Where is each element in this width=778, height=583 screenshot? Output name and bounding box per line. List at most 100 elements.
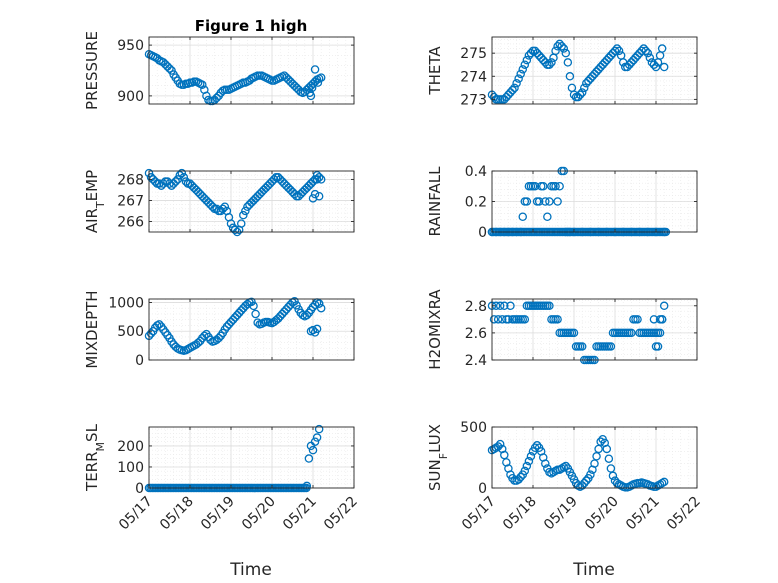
series-theta (487, 39, 669, 104)
y-axis-label: SUNFLUX (426, 424, 450, 491)
data-point (557, 41, 566, 51)
data-point (306, 91, 316, 101)
y-tick-label: 1000 (108, 295, 144, 311)
subplot-theta: 273 274 275 THETA (426, 36, 698, 108)
data-point (307, 83, 317, 93)
data-point (310, 65, 320, 74)
y-tick-label: 100 (117, 460, 144, 476)
data-point (200, 331, 209, 341)
data-point (627, 328, 636, 338)
data-point (524, 456, 534, 466)
data-point (506, 301, 515, 311)
data-point (512, 78, 521, 88)
x-axis-label-left: Time (229, 560, 272, 580)
data-point (508, 473, 517, 483)
data-point (290, 189, 299, 199)
y-tick-label: 500 (460, 420, 487, 436)
data-point (534, 197, 544, 206)
data-point (649, 315, 659, 324)
data-point (508, 85, 517, 95)
data-point (526, 48, 536, 58)
data-point (551, 46, 560, 56)
data-point (310, 189, 320, 199)
data-point (159, 179, 168, 188)
data-point (569, 328, 579, 338)
data-point (202, 91, 211, 101)
data-point (306, 326, 316, 336)
data-point (596, 437, 605, 446)
data-point (604, 454, 614, 463)
data-point (314, 191, 324, 201)
data-point (302, 481, 312, 491)
data-point (251, 309, 260, 319)
data-point (177, 168, 187, 178)
axes-box (491, 36, 698, 105)
data-point (226, 219, 236, 228)
y-axis-label: AIRTEMP (83, 170, 107, 233)
data-point (545, 197, 554, 206)
data-point (653, 342, 663, 351)
data-point (543, 212, 552, 221)
data-point (302, 310, 312, 320)
data-point (577, 481, 587, 490)
data-point (575, 90, 585, 100)
data-point (212, 93, 221, 103)
y-tick-label: 0 (135, 481, 144, 497)
data-point (657, 315, 667, 324)
data-point (249, 301, 258, 311)
figure-title: Figure 1 high (195, 17, 308, 35)
data-point (290, 297, 299, 306)
data-point (171, 177, 180, 186)
data-point (545, 60, 554, 69)
data-point (292, 301, 301, 310)
data-point (253, 318, 262, 327)
axes-box (148, 298, 355, 361)
data-point (518, 212, 528, 221)
data-point (561, 48, 571, 58)
y-tick-label: 0.2 (465, 195, 487, 211)
axes-box (491, 298, 698, 361)
data-point (514, 475, 523, 484)
y-axis-label: RAINFALL (426, 166, 444, 237)
data-point (610, 46, 620, 56)
data-point (198, 80, 207, 89)
data-point (553, 315, 562, 324)
data-point (545, 301, 554, 311)
data-point (175, 170, 184, 180)
y-tick-label: 266 (117, 214, 144, 230)
data-point (312, 170, 322, 180)
data-point (577, 342, 587, 351)
data-point (241, 206, 250, 216)
y-tick-label: 0.4 (465, 164, 487, 180)
data-point (500, 301, 509, 311)
data-point (495, 439, 505, 449)
y-axis-label: THETA (426, 46, 444, 96)
subplot-grid: 900 950 PRESSURE 273 274 275 THETA 266 267 268 AIR… (83, 31, 704, 533)
data-point (150, 177, 160, 186)
series-pressure (144, 50, 326, 106)
data-point (314, 299, 324, 308)
data-point (239, 210, 248, 220)
data-point (659, 62, 669, 72)
data-point (569, 90, 579, 100)
data-point (651, 62, 661, 72)
data-point (657, 44, 667, 53)
y-tick-label: 275 (460, 46, 487, 62)
data-point (154, 320, 164, 329)
subplot-air-temp: 266 267 268 AIRTEMP (83, 168, 355, 237)
y-tick-label: 2.6 (465, 326, 487, 342)
data-point (655, 328, 665, 338)
data-point (497, 315, 507, 324)
data-point (314, 424, 324, 434)
data-point (633, 315, 642, 324)
data-point (312, 175, 322, 184)
data-point (645, 53, 655, 63)
data-point (269, 175, 279, 184)
data-point (179, 173, 189, 182)
data-point (530, 443, 540, 452)
data-point (308, 445, 318, 455)
data-point (518, 65, 528, 74)
axes-box (148, 170, 355, 233)
subplot-pressure: 900 950 PRESSURE (83, 31, 355, 110)
grid-lines (148, 427, 355, 489)
